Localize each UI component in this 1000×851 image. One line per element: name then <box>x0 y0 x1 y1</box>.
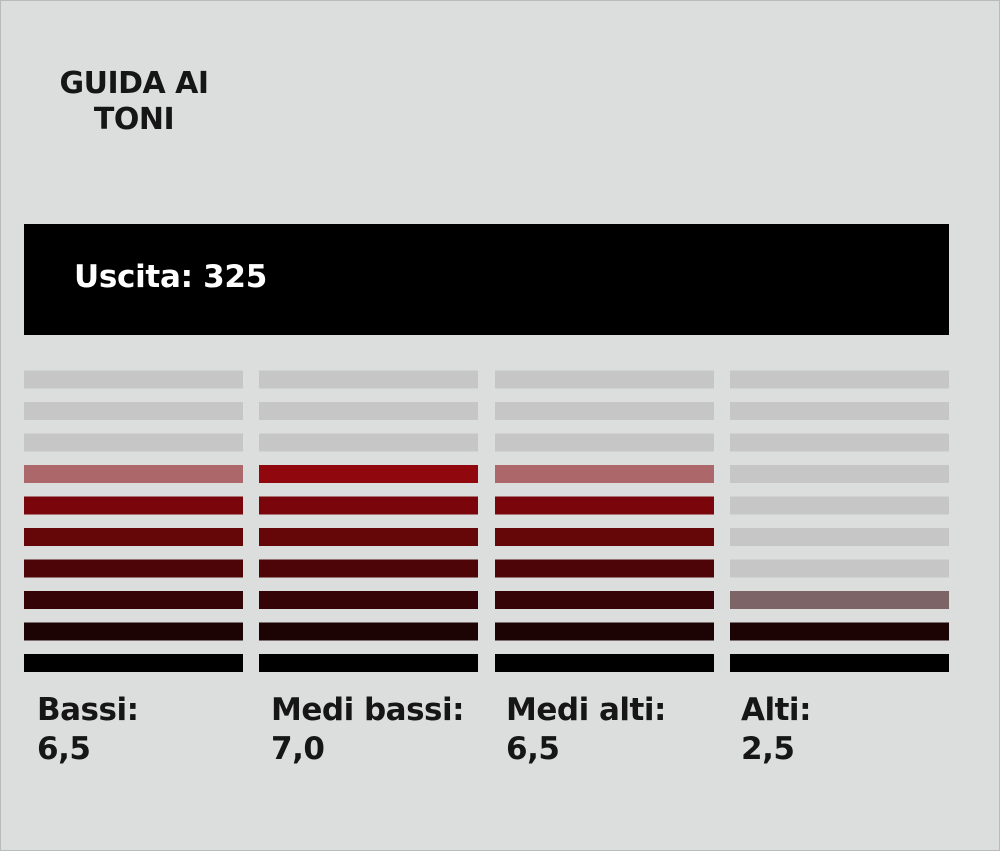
band-name: Bassi: <box>37 692 139 728</box>
meter-segment <box>259 559 478 578</box>
meter-segment <box>730 591 949 609</box>
meter-segment <box>259 433 478 452</box>
meter-segment <box>495 654 714 672</box>
meter-segment <box>24 559 243 578</box>
meter-segment <box>730 402 949 420</box>
band-name: Medi bassi: <box>271 692 465 728</box>
meter-segment <box>259 402 478 420</box>
meter-segment <box>495 622 714 641</box>
meter-segment <box>259 654 478 672</box>
band-label-alti: Alti: 2,5 <box>741 691 811 769</box>
meter-segment <box>495 402 714 420</box>
band-column <box>495 370 714 672</box>
meter-segment <box>730 559 949 578</box>
band-label-bassi: Bassi: 6,5 <box>37 691 139 769</box>
band-value: 2,5 <box>741 731 795 767</box>
meter-segment <box>259 528 478 546</box>
meter-segment <box>24 370 243 389</box>
meter-segment <box>24 402 243 420</box>
output-label: Uscita: 325 <box>74 259 267 295</box>
output-bar: Uscita: 325 <box>24 224 949 335</box>
meter-segment <box>259 591 478 609</box>
meter-segment <box>24 465 243 483</box>
meter-segment <box>24 591 243 609</box>
band-label-medi-bassi: Medi bassi: 7,0 <box>271 691 465 769</box>
meter-segment <box>24 433 243 452</box>
band-value: 7,0 <box>271 731 325 767</box>
meter-segment <box>495 591 714 609</box>
meter-segment <box>259 496 478 515</box>
meter-segment <box>259 370 478 389</box>
meter-segment <box>259 465 478 483</box>
band-value: 6,5 <box>37 731 91 767</box>
meter-segment <box>259 622 478 641</box>
meter-segment <box>495 528 714 546</box>
meter-segment <box>24 496 243 515</box>
band-name: Medi alti: <box>506 692 666 728</box>
meter-segment <box>730 654 949 672</box>
meter-segment <box>24 622 243 641</box>
meter-segment <box>495 370 714 389</box>
meter-segment <box>24 654 243 672</box>
chart-title: GUIDA AI TONI <box>34 66 234 138</box>
band-column <box>259 370 478 672</box>
meter-segment <box>495 496 714 515</box>
meter-segment <box>730 622 949 641</box>
band-value: 6,5 <box>506 731 560 767</box>
meter-segment <box>24 528 243 546</box>
band-column <box>24 370 243 672</box>
meter-segment <box>730 433 949 452</box>
meter-segment <box>730 496 949 515</box>
meter-segment <box>495 433 714 452</box>
chart-title-line-1: GUIDA AI <box>59 66 209 101</box>
band-column <box>730 370 949 672</box>
meter-segment <box>730 528 949 546</box>
chart-title-line-2: TONI <box>93 102 175 137</box>
band-name: Alti: <box>741 692 811 728</box>
meter-segment <box>730 465 949 483</box>
meter-segment <box>495 465 714 483</box>
meter-segment <box>495 559 714 578</box>
meter-segment <box>730 370 949 389</box>
band-label-medi-alti: Medi alti: 6,5 <box>506 691 666 769</box>
